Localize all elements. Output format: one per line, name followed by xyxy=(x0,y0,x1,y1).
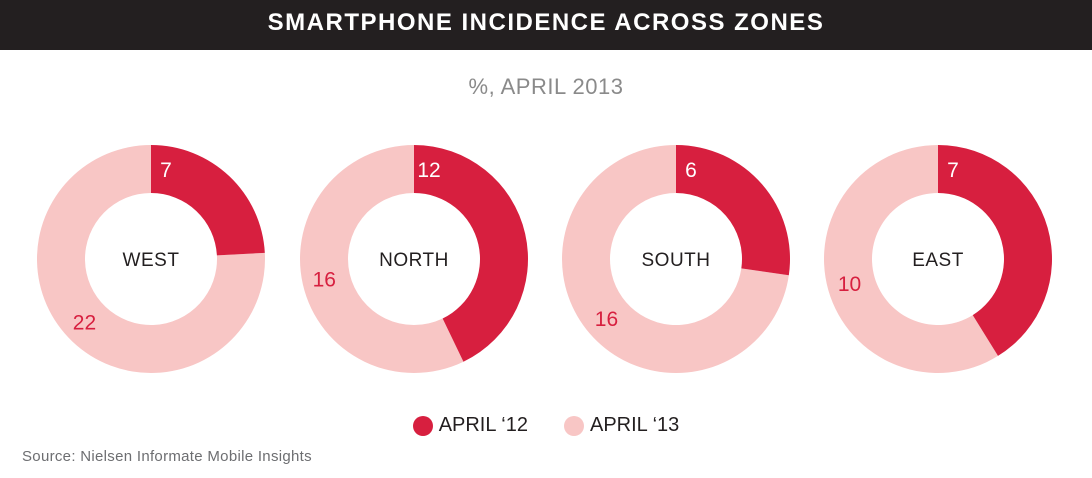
donut-center-label-north: NORTH xyxy=(379,250,449,271)
donut-slice-north-april-13 xyxy=(299,145,464,373)
chart-title: SMARTPHONE INCIDENCE ACROSS ZONES xyxy=(267,9,825,36)
donut-slice-west-april-12 xyxy=(151,145,265,256)
legend: APRIL ‘12 APRIL ‘13 xyxy=(0,414,1092,437)
donut-slice-south-april-12 xyxy=(676,145,791,276)
value-label-north-april-12: 12 xyxy=(417,159,440,182)
source-note: Source: Nielsen Informate Mobile Insight… xyxy=(22,448,312,465)
legend-item-april-12: APRIL ‘12 xyxy=(412,414,528,437)
legend-item-april-13: APRIL ‘13 xyxy=(564,414,679,437)
value-label-south-april-12: 6 xyxy=(685,159,697,182)
value-label-west-april-13: 22 xyxy=(73,312,96,335)
legend-label-april-12: APRIL ‘12 xyxy=(438,414,528,436)
legend-swatch-april-13 xyxy=(564,415,584,436)
value-label-south-april-13: 16 xyxy=(595,308,618,331)
legend-swatch-april-12 xyxy=(412,415,433,436)
chart-subtitle: %, APRIL 2013 xyxy=(468,74,624,99)
donut-slice-west-april-13 xyxy=(36,145,265,373)
value-label-east-april-12: 7 xyxy=(947,159,959,182)
title-bar: SMARTPHONE INCIDENCE ACROSS ZONES xyxy=(0,0,1092,50)
donut-center-label-east: EAST xyxy=(912,250,964,271)
donut-center-label-south: SOUTH xyxy=(642,250,711,271)
value-label-west-april-12: 7 xyxy=(160,159,172,182)
donut-slice-east-april-13 xyxy=(823,145,999,374)
donut-center-label-west: WEST xyxy=(123,250,180,271)
donut-slice-south-april-13 xyxy=(562,145,789,373)
donut-slice-east-april-12 xyxy=(938,145,1052,356)
value-label-east-april-13: 10 xyxy=(838,273,861,296)
legend-label-april-13: APRIL ‘13 xyxy=(590,414,680,436)
value-label-north-april-13: 16 xyxy=(313,268,336,291)
donut-charts: WEST 7 22 NORTH 12 16 SOUTH 6 16 EAST 7 10 xyxy=(36,145,1052,374)
donut-slice-north-april-12 xyxy=(414,145,528,362)
